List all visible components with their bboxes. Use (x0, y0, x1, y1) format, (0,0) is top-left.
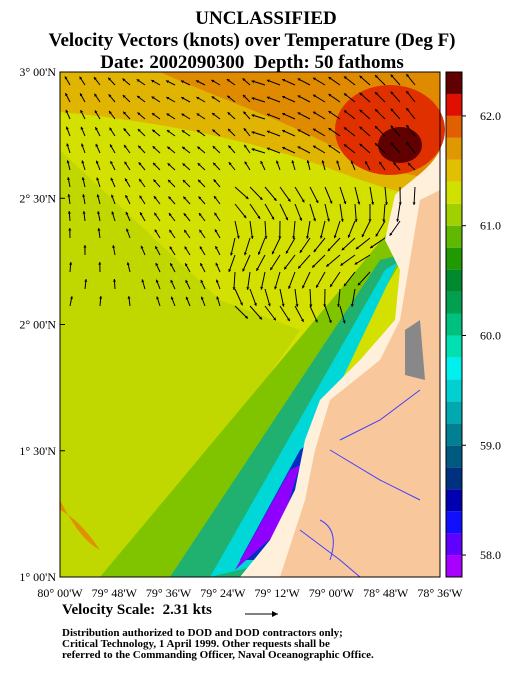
colorbar-label: 62.0 (480, 109, 501, 123)
lat-label: 1° 30'N (19, 444, 56, 458)
lat-label: 3° 00'N (19, 65, 56, 79)
colorbar-swatch (446, 423, 462, 445)
subtitle: Date: 2002090300 Depth: 50 fathoms (100, 52, 403, 73)
colorbar-label: 58.0 (480, 548, 501, 562)
title: Velocity Vectors (knots) over Temperatur… (48, 30, 455, 51)
velocity-scale: Velocity Scale: 2.31 kts (62, 602, 212, 618)
colorbar-swatch (446, 116, 462, 138)
colorbar-swatch (446, 445, 462, 467)
lon-label: 78° 36'W (417, 586, 463, 600)
colorbar: 58.0 59.0 60.0 61.0 62.0 (446, 72, 501, 577)
lon-label: 78° 48'W (363, 586, 409, 600)
lon-label: 79° 24'W (200, 586, 246, 600)
colorbar-swatch (446, 72, 462, 94)
lon-label: 79° 36'W (146, 586, 192, 600)
lat-label: 2° 30'N (19, 191, 56, 205)
classification: UNCLASSIFIED (195, 8, 336, 29)
colorbar-swatch (446, 555, 462, 577)
map (60, 72, 445, 577)
colorbar-swatch (446, 248, 462, 270)
colorbar-swatch (446, 138, 462, 160)
colorbar-swatch (446, 292, 462, 314)
colorbar-swatch (446, 511, 462, 533)
colorbar-label: 60.0 (480, 328, 501, 342)
colorbar-label: 59.0 (480, 438, 501, 452)
colorbar-swatch (446, 467, 462, 489)
colorbar-swatch (446, 357, 462, 379)
colorbar-swatch (446, 489, 462, 511)
colorbar-swatch (446, 226, 462, 248)
colorbar-label: 61.0 (480, 219, 501, 233)
lat-label: 1° 00'N (19, 570, 56, 584)
colorbar-swatch (446, 379, 462, 401)
colorbar-swatch (446, 270, 462, 292)
colorbar-swatch (446, 335, 462, 357)
colorbar-swatch (446, 94, 462, 116)
colorbar-swatch (446, 401, 462, 423)
colorbar-swatch (446, 204, 462, 226)
colorbar-swatch (446, 182, 462, 204)
colorbar-swatch (446, 533, 462, 555)
lon-label: 79° 00'W (309, 586, 355, 600)
lon-label: 80° 00'W (37, 586, 83, 600)
lon-label: 79° 48'W (92, 586, 138, 600)
lat-label: 2° 00'N (19, 318, 56, 332)
footer-line: referred to the Commanding Officer, Nava… (62, 649, 374, 661)
colorbar-swatch (446, 160, 462, 182)
colorbar-swatch (446, 314, 462, 336)
lon-label: 79° 12'W (254, 586, 300, 600)
